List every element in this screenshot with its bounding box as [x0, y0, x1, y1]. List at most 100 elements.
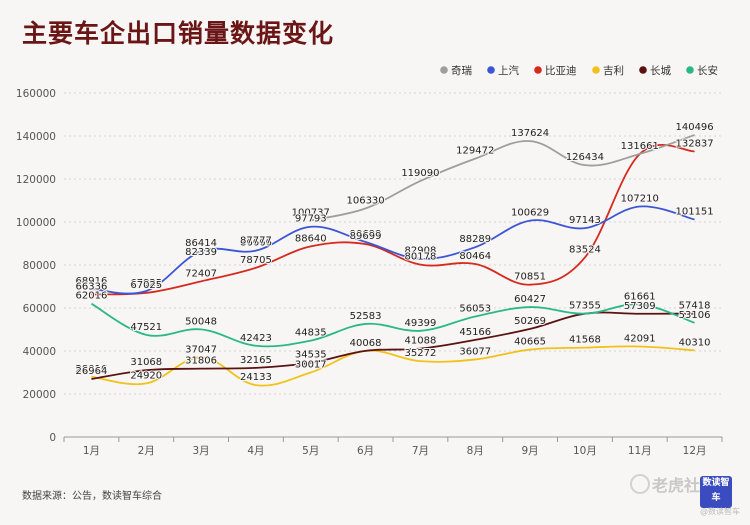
series-line-奇瑞	[310, 134, 695, 222]
data-source-note: 数据来源：公告，数读智车综合	[22, 491, 162, 502]
data-label: 100629	[511, 208, 549, 219]
legend-marker	[534, 66, 542, 74]
data-label: 140496	[675, 122, 713, 133]
data-label: 88640	[295, 233, 327, 244]
data-label: 24133	[240, 372, 272, 383]
data-label: 68916	[76, 276, 108, 287]
x-tick-label: 11月	[628, 445, 652, 457]
data-label: 41568	[569, 335, 601, 346]
data-label: 52583	[350, 311, 382, 322]
y-axis: 0 20000 40000 60000 80000 100000 120000 140000 1…	[16, 88, 56, 444]
x-tick-label: 3月	[192, 445, 209, 457]
x-tick-label: 5月	[302, 445, 319, 457]
data-label: 97793	[295, 214, 327, 225]
series-line-吉利	[91, 345, 695, 387]
legend-item: 长城	[639, 65, 671, 77]
data-labels: 100737 106330 119090 129472 137624 126434 1316…	[75, 121, 715, 384]
legend-marker	[440, 66, 448, 74]
y-tick-label: 0	[49, 432, 56, 444]
data-label: 57355	[569, 301, 601, 312]
legend-item: 吉利	[592, 65, 624, 77]
legend-marker	[686, 66, 694, 74]
data-label: 126434	[566, 152, 604, 163]
data-label: 40068	[350, 338, 382, 349]
watermark-logo-icon	[630, 474, 650, 494]
legend-item: 上汽	[487, 64, 519, 77]
x-tick-label: 9月	[521, 445, 538, 457]
data-label: 70851	[514, 272, 546, 283]
data-label: 67925	[130, 278, 162, 289]
data-label: 30017	[295, 359, 327, 370]
data-label: 87777	[240, 235, 272, 246]
data-label: 97143	[569, 215, 601, 226]
data-label: 49399	[405, 318, 437, 329]
data-label: 28016	[76, 364, 108, 375]
x-tick-label: 6月	[357, 445, 374, 457]
data-label: 90699	[350, 229, 382, 240]
data-label: 72407	[185, 268, 217, 279]
data-label: 34535	[295, 350, 327, 361]
data-label: 47521	[130, 322, 162, 333]
series-line-比亚迪	[91, 143, 695, 296]
data-label: 56053	[459, 303, 491, 314]
data-label: 37047	[185, 344, 217, 355]
watermark: 老虎社区 数读智车 @数读智车	[628, 470, 746, 518]
data-label: 89699	[350, 231, 382, 242]
data-label: 100737	[292, 207, 330, 218]
data-label: 40665	[514, 337, 546, 348]
legend-label: 吉利	[603, 65, 624, 77]
legend-marker	[639, 66, 647, 74]
data-label: 86414	[185, 238, 217, 249]
y-tick-label: 140000	[16, 131, 56, 143]
watermark-handle: @数读智车	[700, 507, 740, 516]
y-tick-label: 40000	[23, 346, 56, 358]
y-tick-label: 80000	[23, 260, 56, 272]
data-label: 80464	[459, 251, 491, 262]
data-label: 80178	[405, 252, 437, 263]
data-label: 67025	[130, 280, 162, 291]
series-line-上汽	[91, 205, 695, 295]
legend-label: 上汽	[498, 64, 519, 77]
x-tick-label: 10月	[573, 445, 597, 457]
data-label: 106330	[346, 195, 384, 206]
legend-label: 长城	[650, 65, 671, 77]
data-label: 62016	[76, 291, 108, 302]
x-axis: 1月 2月 3月 4月 5月 6月 7月 8月 9月 10月 11月 12月	[63, 436, 723, 457]
data-label: 132837	[675, 138, 713, 149]
legend: 奇瑞 上汽 比亚迪 吉利 长城 长安	[440, 64, 718, 77]
legend-label: 长安	[697, 64, 718, 77]
data-label: 40310	[679, 337, 711, 348]
data-label: 119090	[401, 168, 439, 179]
series-lines	[90, 134, 695, 387]
y-tick-label: 60000	[23, 303, 56, 315]
data-label: 24920	[130, 370, 162, 381]
chart-title: 主要车企出口销量数据变化	[22, 19, 335, 48]
data-label: 57309	[624, 301, 656, 312]
data-label: 35272	[405, 348, 437, 359]
data-label: 42423	[240, 333, 272, 344]
data-label: 60427	[514, 294, 546, 305]
legend-marker	[592, 66, 600, 74]
data-label: 107210	[621, 193, 659, 204]
y-tick-label: 20000	[23, 389, 56, 401]
data-label: 83524	[569, 244, 601, 255]
data-label: 82908	[405, 246, 437, 257]
data-label: 66336	[76, 281, 108, 292]
legend-item: 奇瑞	[440, 64, 472, 77]
data-label: 57418	[679, 301, 711, 312]
data-label: 26964	[76, 366, 108, 377]
data-label: 41088	[405, 336, 437, 347]
y-tick-label: 120000	[16, 174, 56, 186]
data-label: 137624	[511, 128, 549, 139]
data-label: 31068	[130, 357, 162, 368]
legend-item: 比亚迪	[534, 64, 577, 77]
x-tick-label: 4月	[247, 445, 264, 457]
x-tick-label: 12月	[683, 445, 707, 457]
y-tick-label: 100000	[16, 217, 56, 229]
data-label: 61661	[624, 291, 656, 302]
y-tick-label: 160000	[16, 88, 56, 100]
data-label: 42091	[624, 334, 656, 345]
data-label: 88289	[459, 234, 491, 245]
x-tick-label: 1月	[83, 445, 100, 457]
